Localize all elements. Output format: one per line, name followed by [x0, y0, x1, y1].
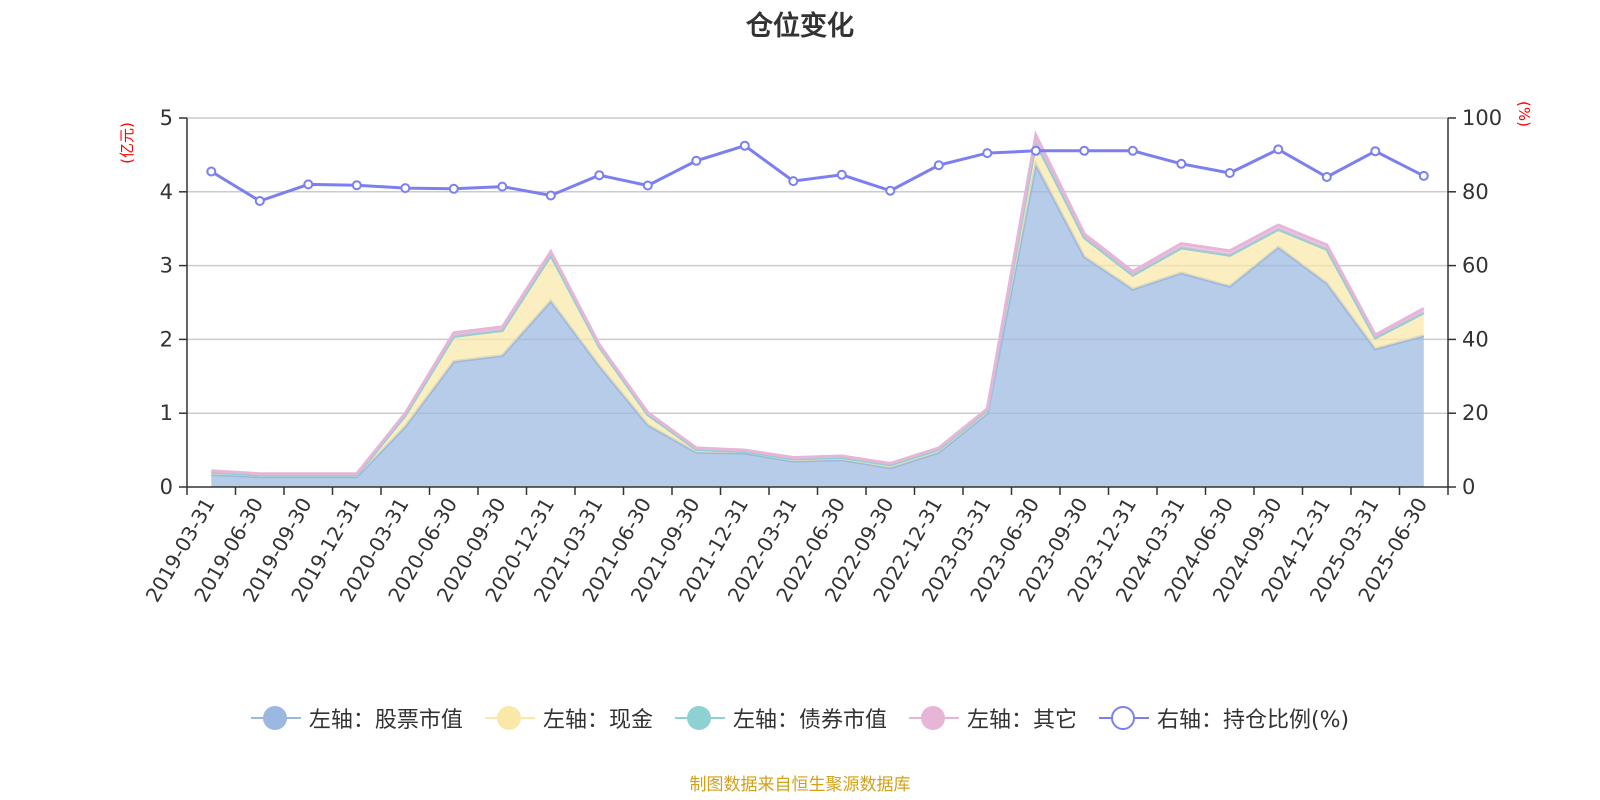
ratio-point	[206, 166, 217, 177]
legend-label: 左轴：债券市值	[732, 708, 887, 733]
y-right-tick-label: 20	[1462, 401, 1489, 425]
ratio-point	[836, 169, 847, 180]
ratio-point	[1370, 146, 1381, 157]
legend-label: 左轴：现金	[542, 708, 653, 733]
chart-legend: 左轴：股票市值 左轴：现金 左轴：债券市值 左轴：其它 右轴：持仓比例(%)	[0, 702, 1600, 734]
legend-label: 右轴：持仓比例(%)	[1156, 708, 1350, 733]
ratio-point	[594, 170, 605, 181]
ratio-point	[1079, 145, 1090, 156]
y-left-tick-label: 2	[160, 327, 173, 351]
legend-label: 左轴：其它	[966, 708, 1077, 733]
y-right-tick-label: 0	[1462, 475, 1475, 499]
ratio-point	[545, 190, 556, 201]
ratio-point	[642, 180, 653, 191]
ratio-point	[1321, 172, 1332, 182]
y-right-tick-label: 40	[1462, 327, 1489, 351]
ratio-point	[400, 183, 411, 194]
legend-marker-icon	[674, 704, 725, 732]
ratio-point	[1030, 145, 1041, 156]
legend-item[interactable]: 右轴：持仓比例(%)	[1098, 702, 1350, 734]
legend-marker-icon	[1098, 704, 1149, 732]
area-series	[211, 164, 1424, 487]
ratio-point	[351, 180, 362, 191]
legend-item[interactable]: 左轴：现金	[484, 702, 653, 734]
ratio-point	[691, 155, 702, 166]
y-left-tick-label: 3	[160, 254, 173, 278]
legend-marker-icon	[484, 704, 535, 732]
y-left-tick-label: 4	[160, 180, 173, 204]
ratio-point	[497, 181, 508, 192]
y-left-tick-label: 0	[160, 475, 173, 499]
ratio-point	[303, 179, 314, 190]
y-left-tick-label: 5	[160, 106, 173, 130]
legend-marker-icon	[250, 704, 301, 732]
ratio-point	[933, 160, 944, 171]
chart-title: 仓位变化	[746, 11, 854, 42]
y-right-unit-label: (%)	[1515, 101, 1533, 127]
ratio-series-line	[210, 144, 1425, 203]
ratio-point	[788, 176, 799, 187]
ratio-point	[885, 185, 896, 196]
y-right-tick-label: 100	[1462, 106, 1502, 130]
y-left-tick-label: 1	[160, 401, 173, 425]
ratio-point	[1273, 144, 1284, 155]
ratio-point	[254, 196, 265, 206]
legend-item[interactable]: 左轴：股票市值	[250, 702, 463, 734]
legend-item[interactable]: 左轴：债券市值	[674, 702, 887, 734]
ratio-point	[1176, 158, 1187, 169]
ratio-point	[982, 148, 993, 159]
legend-item[interactable]: 左轴：其它	[908, 702, 1077, 734]
area-series-line	[211, 130, 1425, 476]
y-left-unit-label: (亿元)	[118, 122, 136, 164]
legend-label: 左轴：股票市值	[308, 708, 463, 733]
y-right-tick-label: 60	[1462, 254, 1489, 278]
y-right-tick-label: 80	[1462, 180, 1489, 204]
legend-marker-icon	[908, 704, 959, 732]
ratio-point	[1418, 170, 1429, 181]
ratio-point	[1127, 145, 1138, 156]
ratio-point	[739, 140, 750, 151]
ratio-point	[448, 183, 459, 194]
ratio-point	[1224, 168, 1235, 178]
source-note: 制图数据来自恒生聚源数据库	[689, 775, 911, 795]
